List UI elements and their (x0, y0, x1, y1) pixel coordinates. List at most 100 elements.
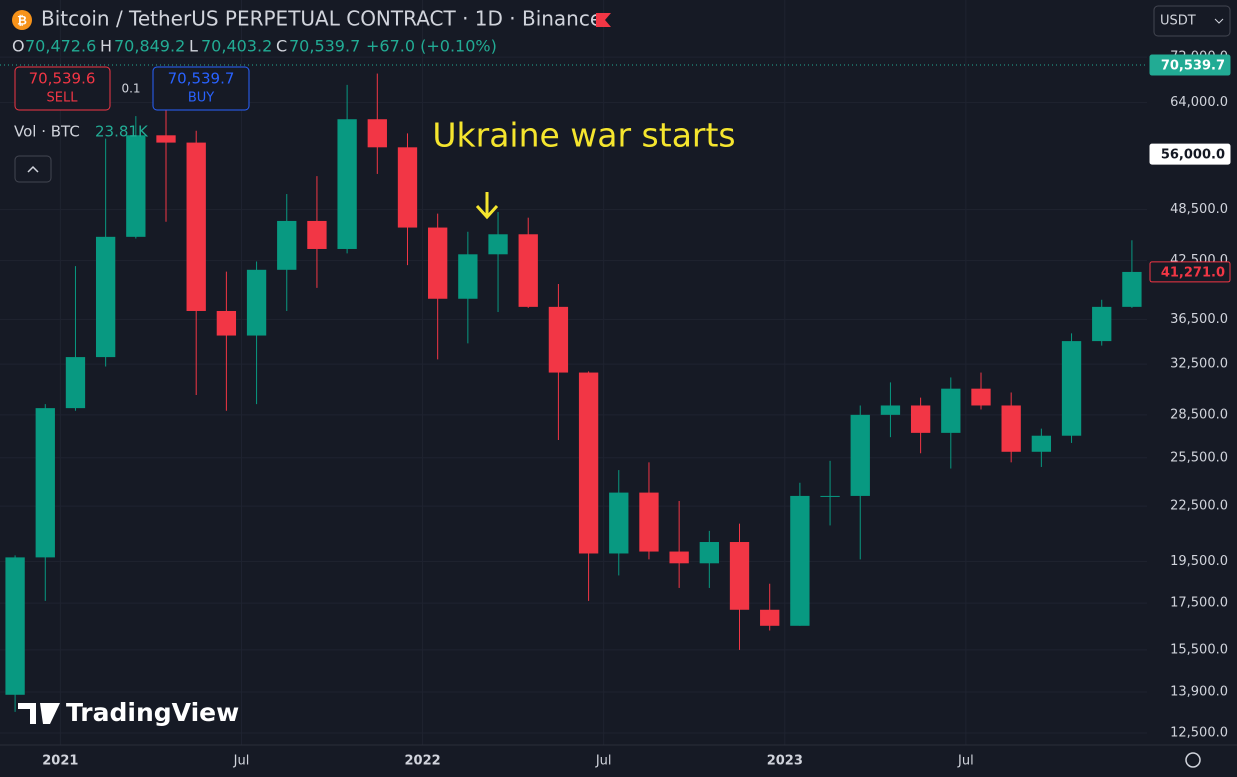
h-value: 70,849.2 (114, 37, 185, 56)
flag-icon[interactable] (596, 13, 611, 27)
buy-price: 70,539.7 (168, 70, 235, 88)
candle-body (337, 119, 357, 249)
c-value: 70,539.7 (289, 37, 360, 56)
time-axis: 2021 Jul 2022 Jul 2023 Jul (42, 754, 973, 769)
candle-body (156, 135, 176, 143)
candle-body (246, 269, 267, 336)
candles (0, 64, 1147, 712)
l-value: 70,403.2 (201, 37, 272, 56)
candle-body (820, 495, 840, 497)
price-label-box (1149, 54, 1231, 76)
currency: USDT (1160, 14, 1196, 29)
price-label: 70,539.7 (1161, 59, 1225, 74)
sell-label: SELL (47, 91, 79, 106)
candle-body (397, 147, 418, 228)
y-tick-label: 48,500.0 (1170, 202, 1228, 217)
l-label: L (189, 37, 198, 56)
c-label: C (276, 37, 287, 56)
collapse-button[interactable] (14, 155, 52, 183)
y-tick-label: 36,500.0 (1170, 312, 1228, 327)
candle-body (65, 357, 86, 409)
collapse-icon (27, 165, 39, 173)
candle-body (971, 388, 991, 406)
o-label: O (12, 37, 25, 56)
btc-icon-glyph: ₿ (17, 14, 27, 28)
candle-body (609, 492, 629, 554)
candle-body (35, 408, 55, 558)
candle-body (1061, 341, 1082, 436)
price-label-box (1149, 261, 1231, 283)
y-tick-label: 19,500.0 (1170, 554, 1228, 569)
candle-body (277, 220, 297, 270)
candle-body (488, 234, 508, 255)
annotation-arrow (475, 192, 499, 220)
candle-body (458, 254, 478, 299)
y-tick-label: 25,500.0 (1170, 450, 1228, 465)
sell-price: 70,539.6 (29, 70, 96, 88)
x-tick-label: 2023 (767, 754, 803, 769)
h-label: H (100, 37, 112, 56)
candle-body (850, 414, 870, 496)
price-label-box (1149, 143, 1231, 165)
y-tick-label: 32,500.0 (1170, 357, 1228, 372)
candle-body (307, 220, 327, 249)
currency-select[interactable] (1153, 5, 1231, 37)
volume-value: 23.81K (95, 123, 149, 141)
y-tick-label: 15,500.0 (1170, 642, 1228, 657)
buy-label: BUY (188, 91, 214, 106)
candle-body (5, 557, 25, 695)
candle-body (729, 542, 750, 610)
y-tick-label: 22,500.0 (1170, 499, 1228, 514)
candle-body (699, 542, 719, 564)
candle-body (669, 551, 689, 564)
candle-body (760, 609, 780, 626)
y-tick-label: 12,500.0 (1170, 725, 1228, 740)
annotation: Ukraine war starts (432, 116, 735, 155)
candle-body (941, 388, 961, 433)
settings-button[interactable] (1185, 752, 1201, 768)
price-label: 41,271.0 (1161, 265, 1225, 280)
candle-body (578, 372, 599, 554)
candle-body (95, 236, 116, 358)
candle-body (126, 135, 146, 237)
o-value: 70,472.6 (25, 37, 96, 56)
volume-label: Vol · BTC (14, 123, 80, 141)
x-tick-label: 2022 (404, 754, 440, 769)
grid (0, 0, 1147, 745)
sell-button[interactable] (14, 66, 111, 111)
brand-logo (18, 703, 60, 724)
candle-body (639, 492, 659, 552)
y-tick-label: 64,000.0 (1170, 95, 1228, 110)
y-tick-label: 13,900.0 (1170, 684, 1228, 699)
candle-body (518, 234, 538, 307)
candle-body (1122, 271, 1142, 307)
candle-body (1092, 306, 1112, 342)
y-tick-label: 28,500.0 (1170, 407, 1228, 422)
x-tick-label: Jul (233, 754, 250, 769)
candle-body (216, 310, 237, 336)
candle-body (910, 405, 931, 433)
buy-button[interactable] (152, 66, 250, 111)
chart-title: Bitcoin / TetherUS PERPETUAL CONTRACT · … (41, 7, 602, 31)
x-tick-label: Jul (595, 754, 612, 769)
ohlc-legend: O 70,472.6 H 70,849.2 L 70,403.2 C 70,53… (12, 37, 497, 56)
btc-icon (12, 10, 32, 30)
x-tick-label: 2021 (42, 754, 78, 769)
candle-body (428, 227, 448, 299)
candle-body (880, 405, 901, 415)
price-label: 56,000.0 (1161, 148, 1225, 163)
candle-body (1031, 435, 1052, 452)
candle-body (548, 306, 569, 373)
y-tick-label: 17,500.0 (1170, 596, 1228, 611)
candle-body (186, 142, 206, 311)
candle-body (790, 495, 810, 626)
x-tick-label: Jul (957, 754, 974, 769)
dropdown-icon (1214, 18, 1224, 24)
brand: TradingView (66, 698, 239, 727)
quantity[interactable]: 0.1 (121, 82, 140, 96)
candle-body (1001, 405, 1021, 452)
price-axis: 12,500.0 13,900.0 15,500.0 17,500.0 19,500.0… (1149, 50, 1231, 740)
